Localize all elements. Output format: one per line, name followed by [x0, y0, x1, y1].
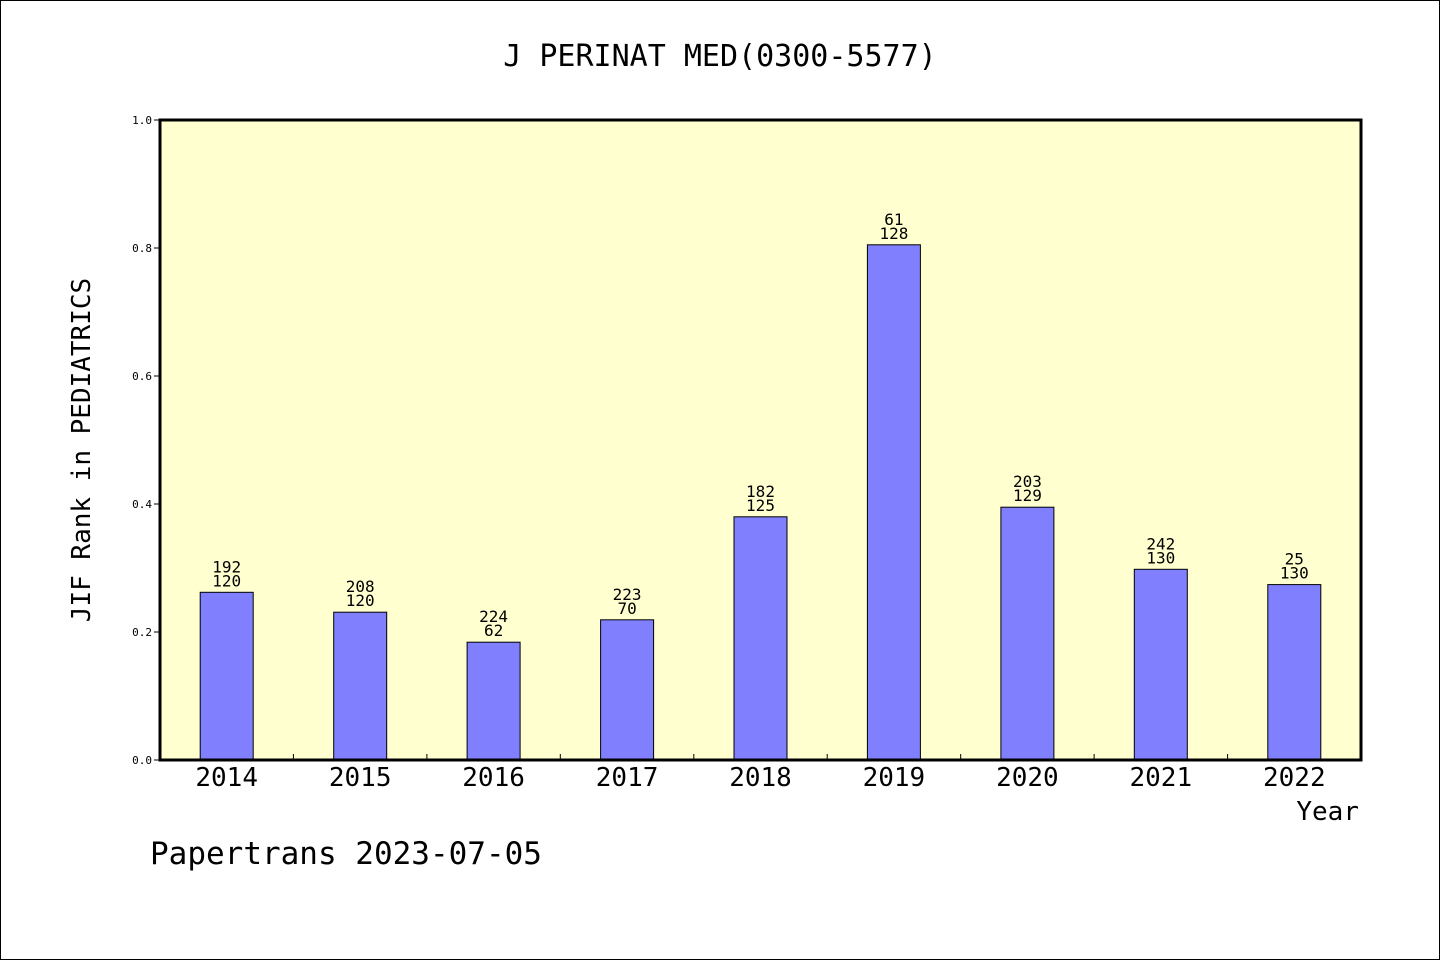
- footer-text: Papertrans 2023-07-05: [150, 836, 542, 872]
- bar-2016: [466, 641, 521, 761]
- x-tick-label-2019: 2019: [863, 763, 926, 793]
- x-tick-label-2017: 2017: [596, 763, 659, 793]
- chart-title: J PERINAT MED(0300-5577): [503, 39, 936, 74]
- bar-label-top-2014: 192: [212, 557, 241, 576]
- bar-label-top-2021: 242: [1146, 534, 1175, 553]
- bar-label-top-2017: 223: [613, 585, 642, 604]
- x-axis-label: Year: [1296, 797, 1359, 827]
- bar-2015: [333, 611, 388, 761]
- bar-label-top-2019: 61: [884, 210, 903, 229]
- y-tick-label-0.8: 0.8: [132, 242, 152, 255]
- bar-label-top-2016: 224: [479, 607, 508, 626]
- bar-2017: [600, 619, 655, 761]
- bar-label-bottom-2021: 130: [1146, 548, 1175, 567]
- y-axis-label: JIF Rank in PEDIATRICS: [67, 278, 97, 622]
- x-tick-label-2021: 2021: [1129, 763, 1192, 793]
- bar-label-bottom-2015: 120: [346, 591, 375, 610]
- y-tick-label-0.0: 0.0: [132, 754, 152, 767]
- bar-2021: [1133, 568, 1188, 761]
- x-tick-label-2016: 2016: [462, 763, 525, 793]
- bar-label-bottom-2018: 125: [746, 496, 775, 515]
- bar-label-bottom-2014: 120: [212, 571, 241, 590]
- x-axis-ticks: 2014 2015 2016 2017 2018 2019 2020 2021 2022: [195, 754, 1326, 793]
- plot-border: [158, 118, 1363, 762]
- bar-label-top-2018: 182: [746, 482, 775, 501]
- bar-label-bottom-2020: 129: [1013, 486, 1042, 505]
- y-tick-label-1.0: 1.0: [132, 114, 152, 127]
- x-tick-label-2015: 2015: [329, 763, 392, 793]
- bar-2014: [199, 591, 254, 761]
- y-axis-ticks: 0.0 0.2 0.4 0.6 0.8 1.0: [132, 114, 160, 767]
- bar-2018: [733, 516, 788, 761]
- y-tick-label-0.2: 0.2: [132, 626, 152, 639]
- bar-label-bottom-2017: 70: [617, 599, 636, 618]
- bar-label-top-2015: 208: [346, 577, 375, 596]
- bar-label-bottom-2019: 128: [879, 224, 908, 243]
- bar-2022: [1267, 584, 1322, 761]
- x-tick-label-2020: 2020: [996, 763, 1059, 793]
- x-tick-label-2018: 2018: [729, 763, 792, 793]
- bar-label-top-2020: 203: [1013, 472, 1042, 491]
- bars-group: [199, 244, 1322, 761]
- bar-2019: [866, 244, 921, 761]
- bar-label-top-2022: 25: [1285, 550, 1304, 569]
- bar-2020: [1000, 506, 1055, 761]
- y-tick-label-0.6: 0.6: [132, 370, 152, 383]
- bar-label-bottom-2022: 130: [1280, 564, 1309, 583]
- x-tick-label-2014: 2014: [195, 763, 258, 793]
- y-tick-label-0.4: 0.4: [132, 498, 152, 511]
- bar-label-bottom-2016: 62: [484, 621, 503, 640]
- x-tick-label-2022: 2022: [1263, 763, 1326, 793]
